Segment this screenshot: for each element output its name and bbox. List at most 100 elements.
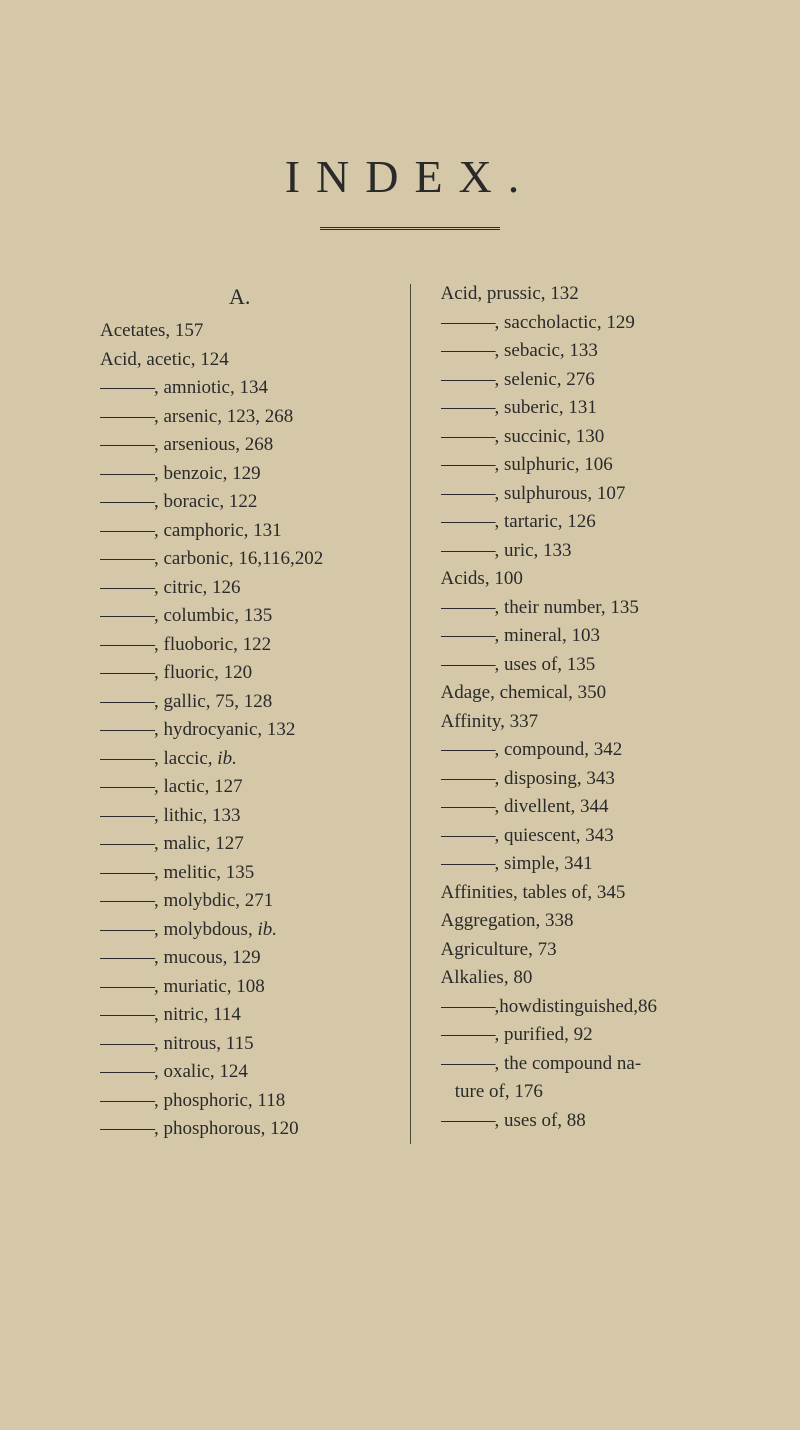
entry-text: , phosphoric, 118 (154, 1090, 285, 1111)
em-dash: ——— (441, 825, 495, 846)
index-entry: ———, disposing, 343 (441, 765, 721, 794)
em-dash: ——— (100, 947, 154, 968)
em-dash: ——— (441, 369, 495, 390)
entry-text: , molybdous, ib. (154, 919, 277, 940)
index-entry: Adage, chemical, 350 (441, 679, 721, 708)
index-entry: ———, lithic, 133 (100, 802, 380, 831)
index-entry: Alkalies, 80 (441, 964, 721, 993)
entry-text: , sulphurous, 107 (495, 483, 626, 504)
index-entry: ———, arsenious, 268 (100, 431, 380, 460)
index-entry: ———, suberic, 131 (441, 394, 721, 423)
entry-text: , compound, 342 (495, 739, 623, 760)
index-entry: ———, the compound na- (441, 1050, 721, 1079)
index-entry: ———, quiescent, 343 (441, 822, 721, 851)
entry-text: , succinic, 130 (495, 426, 605, 447)
index-entry: ———, mucous, 129 (100, 944, 380, 973)
entry-text: Acid, acetic, 124 (100, 349, 229, 370)
index-entry: ———, hydrocyanic, 132 (100, 716, 380, 745)
entry-text: Affinities, tables of, 345 (441, 882, 626, 903)
index-entry: ———, columbic, 135 (100, 602, 380, 631)
em-dash: ——— (441, 597, 495, 618)
index-entry: ———, arsenic, 123, 268 (100, 403, 380, 432)
index-entry: ———, uses of, 88 (441, 1107, 721, 1136)
index-entry: ———, tartaric, 126 (441, 508, 721, 537)
entry-text: , sebacic, 133 (495, 340, 598, 361)
entry-text: , uses of, 88 (495, 1110, 586, 1131)
entry-text: , simple, 341 (495, 853, 593, 874)
index-entry: Acid, prussic, 132 (441, 280, 721, 309)
entry-text: , sulphuric, 106 (495, 454, 613, 475)
index-entry: ———, mineral, 103 (441, 622, 721, 651)
index-entry: ———, compound, 342 (441, 736, 721, 765)
index-entry: ———, carbonic, 16,116,202 (100, 545, 380, 574)
em-dash: ——— (100, 1004, 154, 1025)
em-dash: ——— (441, 1110, 495, 1131)
em-dash: ——— (100, 406, 154, 427)
entry-text: , uses of, 135 (495, 654, 596, 675)
index-entry: Affinity, 337 (441, 708, 721, 737)
index-entry: ———, fluoboric, 122 (100, 631, 380, 660)
em-dash: ——— (441, 426, 495, 447)
column-separator (410, 284, 411, 1144)
index-entry: ———, nitric, 114 (100, 1001, 380, 1030)
em-dash: ——— (100, 748, 154, 769)
em-dash: ——— (100, 833, 154, 854)
entry-text: , mineral, 103 (495, 625, 601, 646)
em-dash: ——— (100, 976, 154, 997)
entry-text: , fluoboric, 122 (154, 634, 271, 655)
entry-text: Affinity, 337 (441, 711, 539, 732)
title-divider (320, 227, 500, 230)
index-entry: ———, laccic, ib. (100, 745, 380, 774)
entry-text: , disposing, 343 (495, 768, 615, 789)
em-dash: ——— (441, 796, 495, 817)
em-dash: ——— (100, 1118, 154, 1139)
entry-text: , quiescent, 343 (495, 825, 614, 846)
entry-text: Aggregation, 338 (441, 910, 574, 931)
entry-text: Agriculture, 73 (441, 939, 557, 960)
entry-text: , nitrous, 115 (154, 1033, 254, 1054)
entry-text: , their number, 135 (495, 597, 639, 618)
index-entry: ———, selenic, 276 (441, 366, 721, 395)
em-dash: ——— (100, 520, 154, 541)
em-dash: ——— (441, 483, 495, 504)
index-entry: ———, muriatic, 108 (100, 973, 380, 1002)
entry-text: , citric, 126 (154, 577, 241, 598)
index-entry: ———, camphoric, 131 (100, 517, 380, 546)
em-dash: ——— (441, 397, 495, 418)
entry-text: , carbonic, 16,116,202 (154, 548, 323, 569)
index-entry: ———, boracic, 122 (100, 488, 380, 517)
entry-text: , malic, 127 (154, 833, 244, 854)
index-entry: ———, gallic, 75, 128 (100, 688, 380, 717)
index-entry: Acetates, 157 (100, 317, 380, 346)
left-column: A. Acetates, 157Acid, acetic, 124———, am… (100, 280, 380, 1144)
entry-text: , tartaric, 126 (495, 511, 596, 532)
em-dash: ——— (441, 739, 495, 760)
entry-text: , fluoric, 120 (154, 662, 252, 683)
index-entry: ———, phosphoric, 118 (100, 1087, 380, 1116)
index-entry: ———, uric, 133 (441, 537, 721, 566)
em-dash: ——— (100, 719, 154, 740)
em-dash: ——— (100, 1061, 154, 1082)
entry-text: , lactic, 127 (154, 776, 243, 797)
entry-text: , purified, 92 (495, 1024, 593, 1045)
index-entry: ———, purified, 92 (441, 1021, 721, 1050)
entry-text: ,howdistinguished,86 (495, 996, 658, 1017)
index-entry: ———, molybdous, ib. (100, 916, 380, 945)
index-entry: ———, fluoric, 120 (100, 659, 380, 688)
page-title: INDEX. (100, 150, 720, 203)
index-entry: ———,howdistinguished,86 (441, 993, 721, 1022)
section-letter: A. (100, 280, 380, 313)
entry-text: , lithic, 133 (154, 805, 241, 826)
em-dash: ——— (100, 776, 154, 797)
index-entry: ———, divellent, 344 (441, 793, 721, 822)
entry-text: , hydrocyanic, 132 (154, 719, 295, 740)
em-dash: ——— (100, 577, 154, 598)
em-dash: ——— (441, 853, 495, 874)
entry-text: Acids, 100 (441, 568, 523, 589)
index-entry: ———, their number, 135 (441, 594, 721, 623)
index-entry: ———, sebacic, 133 (441, 337, 721, 366)
em-dash: ——— (100, 919, 154, 940)
em-dash: ——— (100, 634, 154, 655)
em-dash: ——— (100, 691, 154, 712)
em-dash: ——— (100, 548, 154, 569)
